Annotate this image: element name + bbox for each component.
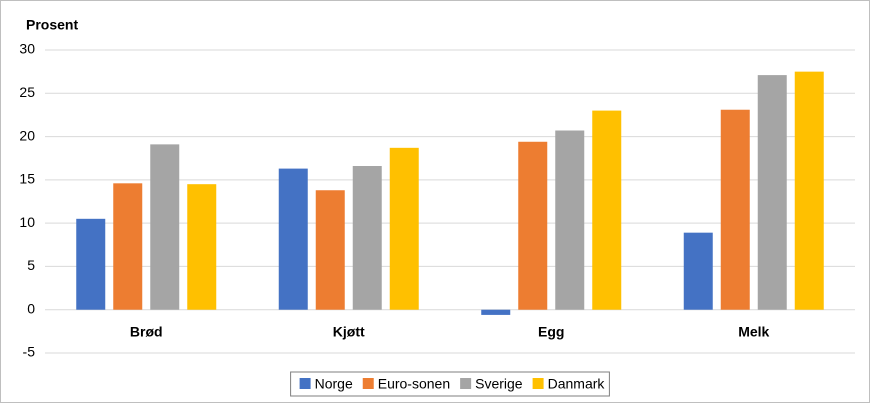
y-tick-label: 30 — [19, 41, 35, 57]
bar — [720, 109, 750, 310]
bar — [757, 75, 787, 310]
x-tick-label: Melk — [738, 323, 769, 339]
legend-swatch — [532, 378, 544, 389]
y-axis-label: Prosent — [26, 17, 78, 33]
bar — [683, 232, 713, 310]
x-tick-label: Brød — [130, 323, 163, 339]
bar — [794, 71, 824, 310]
y-tick-label: -5 — [23, 344, 36, 360]
bar — [76, 218, 106, 310]
bar — [555, 130, 585, 310]
y-tick-label: 0 — [27, 300, 35, 316]
bar — [592, 110, 622, 310]
x-tick-label: Egg — [538, 323, 564, 339]
bar — [481, 309, 511, 315]
bar — [352, 166, 382, 310]
bar — [389, 147, 419, 310]
bar — [150, 144, 180, 310]
y-tick-label: 15 — [19, 171, 35, 187]
legend-label: Euro-sonen — [378, 376, 450, 392]
legend-swatch — [299, 378, 311, 389]
x-tick-label: Kjøtt — [333, 323, 365, 339]
legend-swatch — [460, 378, 472, 389]
legend: Norge Euro-sonen Sverige Danmark — [290, 371, 610, 397]
bar — [113, 183, 143, 310]
bar — [278, 168, 308, 310]
y-tick-label: 20 — [19, 127, 35, 143]
legend-swatch — [362, 378, 374, 389]
bar — [187, 184, 217, 310]
y-tick-label: 25 — [19, 84, 35, 100]
legend-label: Sverige — [475, 376, 523, 392]
legend-label: Norge — [315, 376, 353, 392]
bar — [315, 190, 345, 310]
legend-box — [290, 371, 610, 397]
legend-label: Danmark — [548, 376, 606, 392]
y-tick-label: 5 — [27, 257, 35, 273]
y-tick-label: 10 — [19, 214, 35, 230]
bar — [518, 141, 548, 310]
